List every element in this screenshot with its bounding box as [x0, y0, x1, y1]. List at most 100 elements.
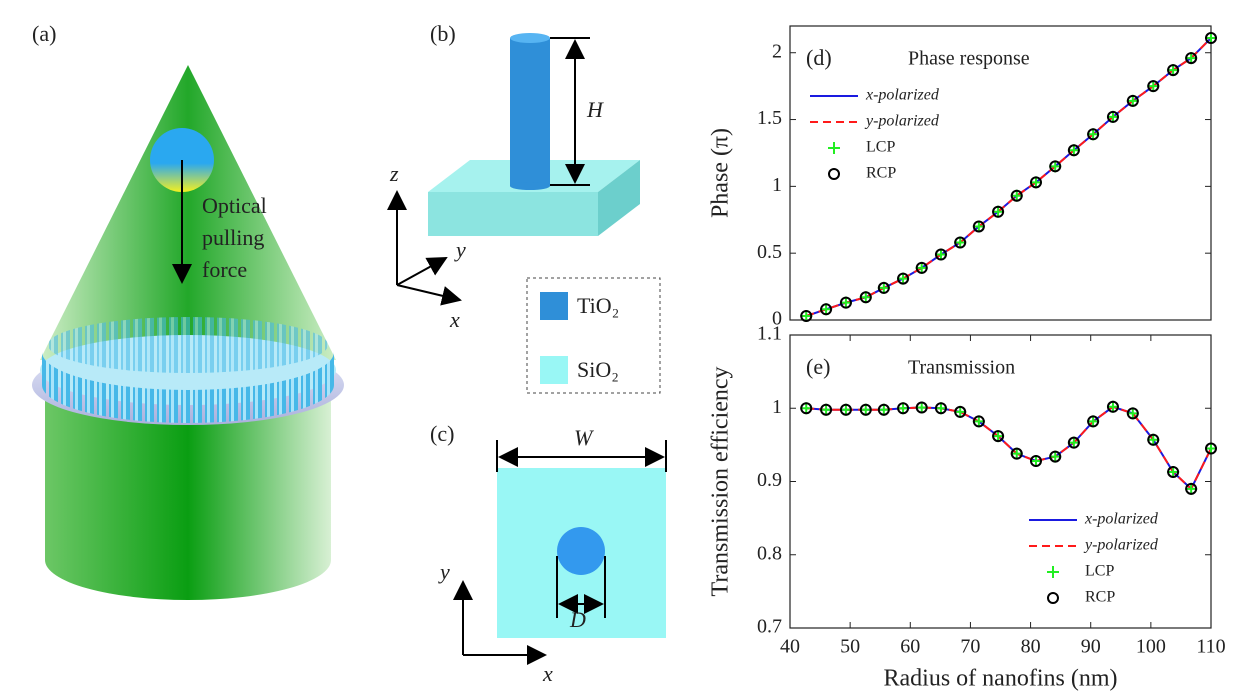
x-tick-label: 60 [900, 636, 920, 658]
y-tick-label: 0.8 [757, 542, 782, 564]
axis-label: z [389, 161, 399, 186]
y-tick-label: 0 [772, 308, 782, 330]
circle-marker [1067, 436, 1080, 449]
axis-label: x [449, 307, 460, 332]
legend-marker [828, 142, 840, 154]
x-tick-label: 90 [1081, 636, 1101, 658]
charts: 0 0.5 1 1.5 2 Phase (π) (d) Phase response x-pol… [708, 25, 1226, 692]
legend-marker [828, 168, 840, 180]
circle-marker [859, 291, 872, 304]
legend-label: TiO₂ [577, 293, 619, 318]
y-tick-label: 0.7 [757, 616, 782, 638]
circle-marker [1126, 94, 1139, 107]
circle-marker [972, 415, 985, 428]
legend-label: RCP [866, 165, 896, 182]
axis-label: x [542, 661, 553, 686]
legend-label: y-polarized [1083, 537, 1159, 554]
circle-marker [1029, 454, 1042, 467]
y-axis-label: Phase (π) [708, 128, 734, 218]
force-text: pulling [202, 225, 264, 250]
circle-marker [1106, 400, 1119, 413]
circle-marker [897, 402, 910, 415]
legend-label: LCP [866, 139, 895, 156]
circle-marker [877, 403, 890, 416]
axis-label: y [438, 559, 450, 584]
circle-marker [820, 303, 833, 316]
x-tick-label: 70 [960, 636, 980, 658]
substrate-front [428, 192, 598, 236]
circle-marker [1167, 465, 1180, 478]
circle-marker [1049, 160, 1062, 173]
panel-label: (c) [430, 421, 454, 446]
circle-marker [897, 272, 910, 285]
series-line [806, 405, 1212, 491]
height-label: H [586, 97, 604, 122]
legend-label: y-polarized [864, 113, 940, 130]
legend-swatch [540, 292, 568, 320]
y-tick-label: 1.5 [757, 107, 782, 129]
legend-marker [1047, 566, 1059, 578]
axis-label: y [454, 237, 466, 262]
pillar [510, 38, 550, 186]
panel-label: (b) [430, 21, 456, 46]
circle-marker [934, 248, 947, 261]
y-axis-label: Transmission efficiency [708, 367, 734, 597]
beam-cylinder [45, 395, 331, 600]
circle-marker [839, 403, 852, 416]
circle-marker [1067, 144, 1080, 157]
circle-marker [1147, 80, 1160, 93]
force-text: force [202, 257, 247, 282]
circle-marker [915, 401, 928, 414]
circle-marker [1167, 64, 1180, 77]
y-tick-label: 1 [772, 174, 782, 196]
x-tick-label: 110 [1196, 636, 1225, 658]
circle-marker [800, 309, 813, 322]
circle-marker [992, 430, 1005, 443]
series-line [805, 37, 1212, 317]
circle-marker [1205, 32, 1217, 45]
material-legend [526, 277, 661, 394]
pillar-field [48, 317, 328, 373]
legend-label: x-polarized [865, 87, 940, 104]
circle-marker [1185, 52, 1198, 65]
plot-frame [789, 25, 1212, 321]
legend-marker [1047, 592, 1059, 604]
circle-marker [972, 220, 985, 233]
width-label: W [574, 425, 594, 450]
panel-b: (b) H z y x TiO₂ SiO₂ [387, 21, 661, 394]
legend-label: LCP [1085, 563, 1114, 580]
circle-marker [1029, 176, 1042, 189]
legend-swatch [540, 356, 568, 384]
circle-marker [1087, 128, 1100, 141]
circle-marker [800, 402, 813, 415]
panel-a: (a) Optical pulling force [32, 21, 344, 600]
circle-marker [1010, 189, 1023, 202]
chart-title: Transmission [908, 357, 1015, 379]
diameter-label: D [569, 607, 586, 632]
pillar-ring [42, 352, 334, 423]
legend-label: RCP [1085, 589, 1115, 606]
x-tick-label: 40 [780, 636, 800, 658]
circle-marker [1147, 433, 1160, 446]
y-tick-label: 1 [772, 396, 782, 418]
y-tick-label: 0.5 [757, 241, 782, 263]
circle-marker [1126, 407, 1139, 420]
circle-marker [820, 403, 833, 416]
circle-marker [915, 261, 928, 274]
panel-label: (d) [806, 45, 832, 70]
x-tick-label: 80 [1021, 636, 1041, 658]
chart-title: Phase response [908, 48, 1030, 70]
y-tick-label: 1.1 [757, 323, 782, 345]
pillar-top-view [557, 527, 605, 575]
axis-arrow [396, 284, 462, 306]
beam-cone [40, 65, 336, 360]
circle-marker [954, 405, 967, 418]
pillar-top [510, 33, 550, 43]
plot-frame [789, 334, 1212, 629]
circle-marker [877, 281, 890, 294]
circle-marker [839, 296, 852, 309]
circle-marker [992, 205, 1005, 218]
legend-label: x-polarized [1084, 511, 1159, 528]
circle-marker [1010, 447, 1023, 460]
